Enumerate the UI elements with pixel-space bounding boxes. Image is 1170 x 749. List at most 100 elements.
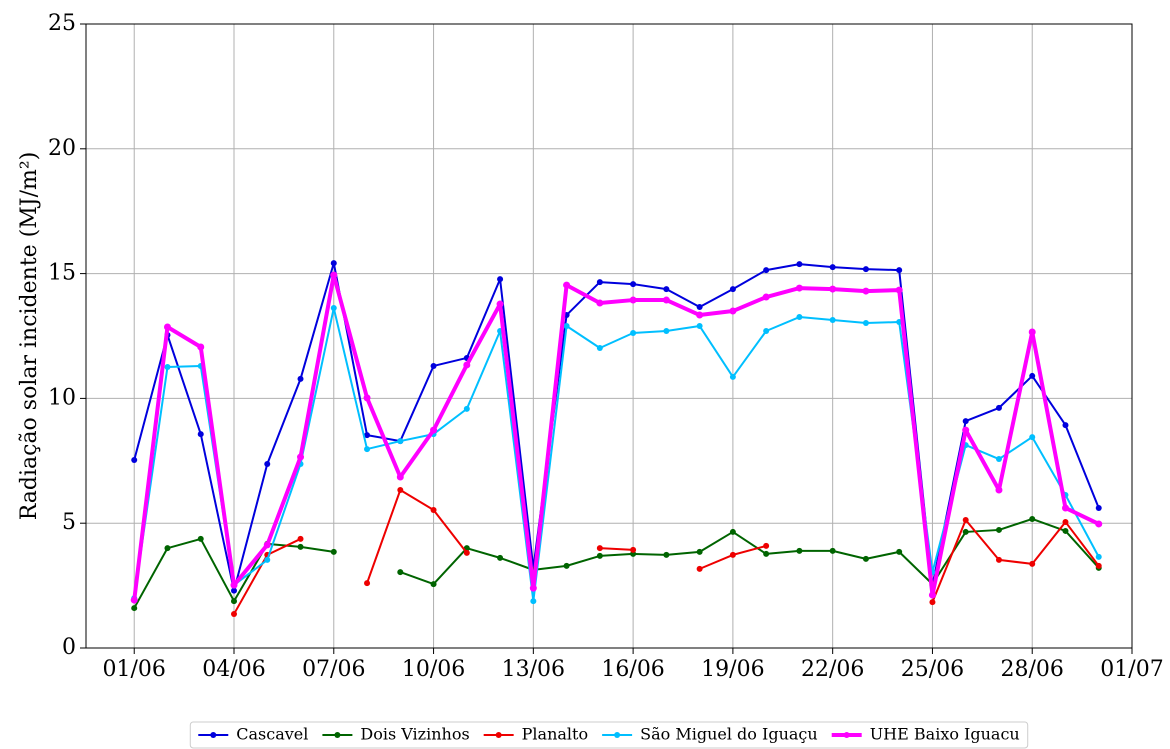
data-point <box>1029 434 1036 441</box>
data-point <box>729 528 736 535</box>
data-point <box>763 267 770 274</box>
x-tick-label: 25/06 <box>901 657 964 682</box>
legend-marker <box>843 732 850 738</box>
data-point <box>729 373 736 380</box>
plot-frame <box>85 23 1133 649</box>
data-point <box>829 285 837 293</box>
data-point <box>729 307 737 315</box>
series-line <box>133 307 1100 603</box>
data-point <box>330 305 337 312</box>
data-point <box>662 296 670 304</box>
y-tick-label: 15 <box>48 261 76 286</box>
data-point <box>264 556 271 563</box>
data-point <box>995 526 1002 533</box>
data-point <box>862 320 869 327</box>
data-point <box>596 552 603 559</box>
data-point <box>197 535 204 542</box>
data-point <box>230 581 238 589</box>
data-point <box>1062 518 1069 525</box>
data-point <box>995 486 1003 494</box>
data-point <box>396 473 404 481</box>
data-point <box>1062 422 1069 429</box>
data-point <box>895 286 903 294</box>
data-point <box>463 361 471 369</box>
data-point <box>729 286 736 293</box>
data-point <box>763 542 770 549</box>
data-point <box>862 266 869 273</box>
data-point <box>497 276 504 283</box>
legend-label: Planalto <box>522 725 588 744</box>
data-point <box>995 404 1002 411</box>
data-point <box>696 323 703 330</box>
data-point <box>430 506 437 513</box>
data-point <box>330 260 337 267</box>
data-point <box>1095 553 1102 560</box>
data-point <box>729 551 736 558</box>
data-point <box>829 547 836 554</box>
data-point <box>529 584 537 592</box>
data-point <box>297 375 304 382</box>
data-point <box>1062 527 1069 534</box>
data-point <box>330 548 337 555</box>
data-point <box>364 580 371 587</box>
data-point <box>1029 372 1036 379</box>
data-point <box>330 271 338 279</box>
data-point <box>364 446 371 453</box>
legend-label: Cascavel <box>236 725 308 744</box>
x-tick-label: 01/07 <box>1100 657 1163 682</box>
data-point <box>563 323 570 330</box>
series-line <box>133 517 1100 609</box>
x-tick-label: 16/06 <box>601 657 664 682</box>
data-point <box>131 605 138 612</box>
data-point <box>696 304 703 311</box>
data-point <box>962 418 969 425</box>
data-point <box>463 549 470 556</box>
data-point <box>297 535 304 542</box>
data-point <box>563 562 570 569</box>
data-point <box>762 293 770 301</box>
legend-marker <box>614 732 621 738</box>
series-line <box>133 262 1100 592</box>
data-point <box>263 541 271 549</box>
x-tick-label: 07/06 <box>302 657 365 682</box>
data-point <box>596 279 603 286</box>
data-point <box>430 426 438 434</box>
legend-marker <box>495 732 502 738</box>
data-point <box>596 545 603 552</box>
data-point <box>463 405 470 412</box>
legend-marker <box>334 732 341 738</box>
data-point <box>696 311 704 319</box>
y-tick-label: 10 <box>48 385 76 410</box>
data-point <box>231 611 238 618</box>
data-point <box>563 281 571 289</box>
y-tick-label: 25 <box>48 11 76 36</box>
data-point <box>862 287 870 295</box>
legend-label: Dois Vizinhos <box>360 725 469 744</box>
data-point <box>1095 562 1102 569</box>
data-point <box>962 528 969 535</box>
series-line <box>132 273 1100 601</box>
data-point <box>1029 515 1036 522</box>
data-point <box>363 394 371 402</box>
data-point <box>663 328 670 335</box>
data-point <box>1095 520 1103 528</box>
data-point <box>430 362 437 369</box>
data-point <box>796 314 803 321</box>
data-point <box>231 587 238 594</box>
data-point <box>630 330 637 337</box>
y-tick-label: 5 <box>62 510 76 535</box>
y-axis-label: Radiação solar incidente (MJ/m²) <box>17 152 42 521</box>
data-point <box>197 431 204 438</box>
data-point <box>796 547 803 554</box>
data-point <box>629 296 637 304</box>
data-point <box>530 598 537 605</box>
data-point <box>397 438 404 445</box>
data-point <box>763 328 770 335</box>
legend-marker <box>210 732 217 738</box>
data-point <box>131 457 138 464</box>
data-point <box>1061 504 1069 512</box>
y-tick-label: 0 <box>62 635 76 660</box>
data-point <box>497 554 504 561</box>
x-tick-label: 04/06 <box>202 657 265 682</box>
data-point <box>796 261 803 268</box>
